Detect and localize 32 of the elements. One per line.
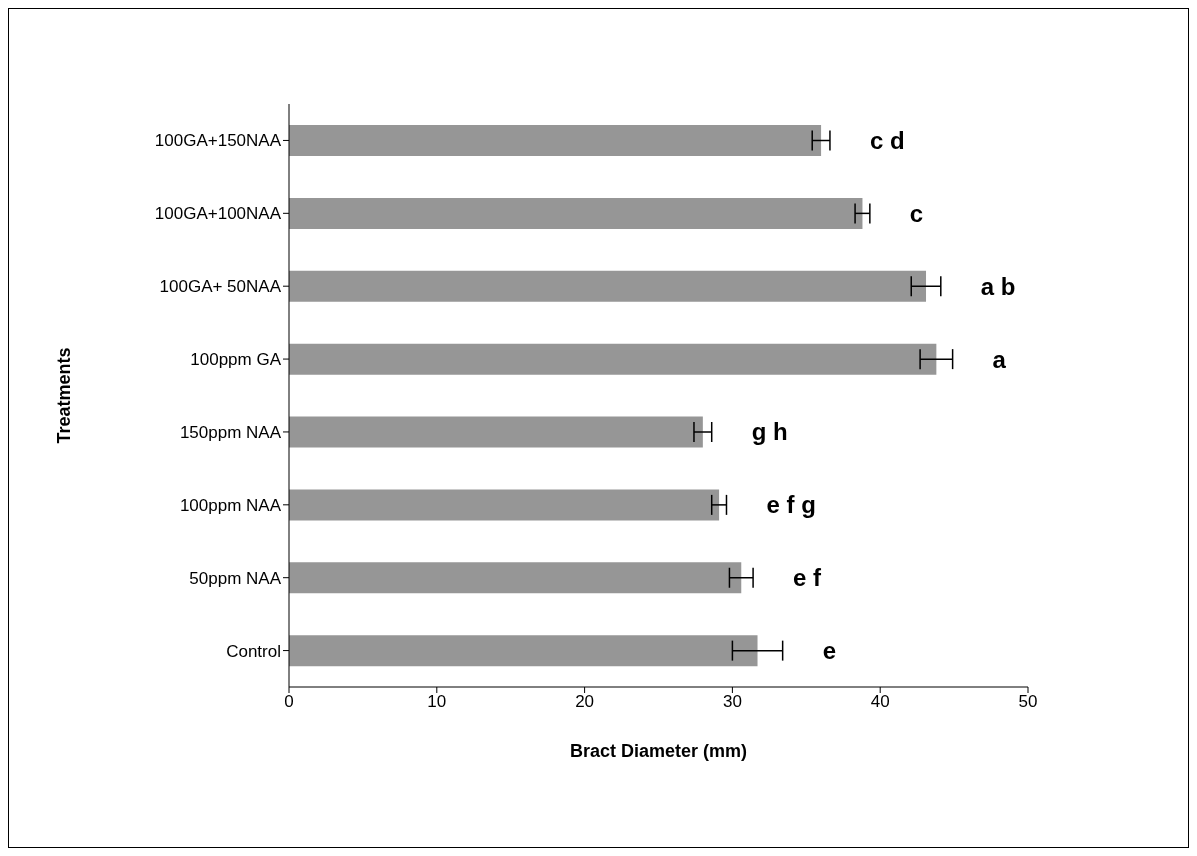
x-tick-label: 50	[1018, 692, 1038, 712]
annotation: e f	[793, 564, 823, 592]
x-tick-label: 10	[427, 692, 447, 712]
annotation: a	[992, 345, 1007, 373]
x-tick-label: 0	[284, 692, 294, 712]
y-tick-label: 100ppm GA	[190, 350, 282, 370]
y-tick-label: 150ppm NAA	[179, 422, 282, 442]
y-tick-label: 100GA+100NAA	[154, 204, 282, 224]
bar	[289, 635, 758, 667]
x-tick-label: 40	[870, 692, 890, 712]
annotation: a b	[980, 272, 1016, 300]
bar	[289, 562, 742, 594]
x-tick-label: 30	[722, 692, 742, 712]
bar	[289, 197, 863, 229]
annotation: c	[909, 199, 924, 227]
bar	[289, 270, 927, 302]
y-tick-label: 50ppm NAA	[189, 568, 282, 588]
annotation: e f g	[766, 491, 816, 519]
y-tick-label: 100GA+150NAA	[154, 131, 282, 151]
annotation: e	[822, 637, 837, 665]
bar	[289, 489, 720, 521]
bar	[289, 125, 822, 156]
y-tick-label: Control	[226, 641, 281, 661]
y-tick-label: 100ppm NAA	[179, 495, 282, 515]
x-axis-title: Bract Diameter (mm)	[569, 741, 748, 761]
bar	[289, 343, 937, 375]
x-tick-label: 20	[575, 692, 595, 712]
y-tick-label: 100GA+ 50NAA	[159, 277, 282, 297]
y-axis-title: Treatments	[54, 347, 75, 444]
bar	[289, 416, 703, 448]
annotation: c d	[869, 126, 905, 154]
annotation: g h	[751, 418, 788, 446]
